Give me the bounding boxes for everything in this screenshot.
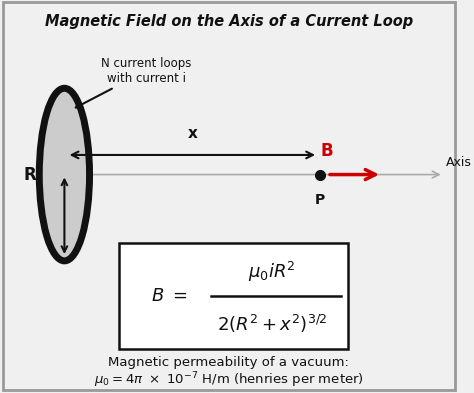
Text: $\mu_0 i R^2$: $\mu_0 i R^2$: [248, 260, 296, 284]
Bar: [119, 243, 347, 349]
Ellipse shape: [39, 88, 90, 261]
Text: Axis: Axis: [446, 156, 472, 169]
Text: x: x: [187, 126, 197, 141]
Text: Magnetic permeability of a vacuum:: Magnetic permeability of a vacuum:: [109, 356, 349, 369]
Text: N current loops
with current i: N current loops with current i: [76, 57, 192, 107]
Text: $\mu_0 = 4\pi\ \times\ 10^{-7}\ \mathrm{H/m}$ (henries per meter): $\mu_0 = 4\pi\ \times\ 10^{-7}\ \mathrm{…: [94, 371, 364, 390]
Text: B: B: [321, 142, 333, 160]
Text: Magnetic Field on the Axis of a Current Loop: Magnetic Field on the Axis of a Current …: [45, 14, 413, 29]
Text: R: R: [24, 165, 36, 184]
Text: P: P: [315, 193, 325, 207]
Text: $2(R^2 + x^2)^{3/2}$: $2(R^2 + x^2)^{3/2}$: [217, 313, 328, 335]
Text: $B\ =$: $B\ =$: [151, 287, 188, 305]
